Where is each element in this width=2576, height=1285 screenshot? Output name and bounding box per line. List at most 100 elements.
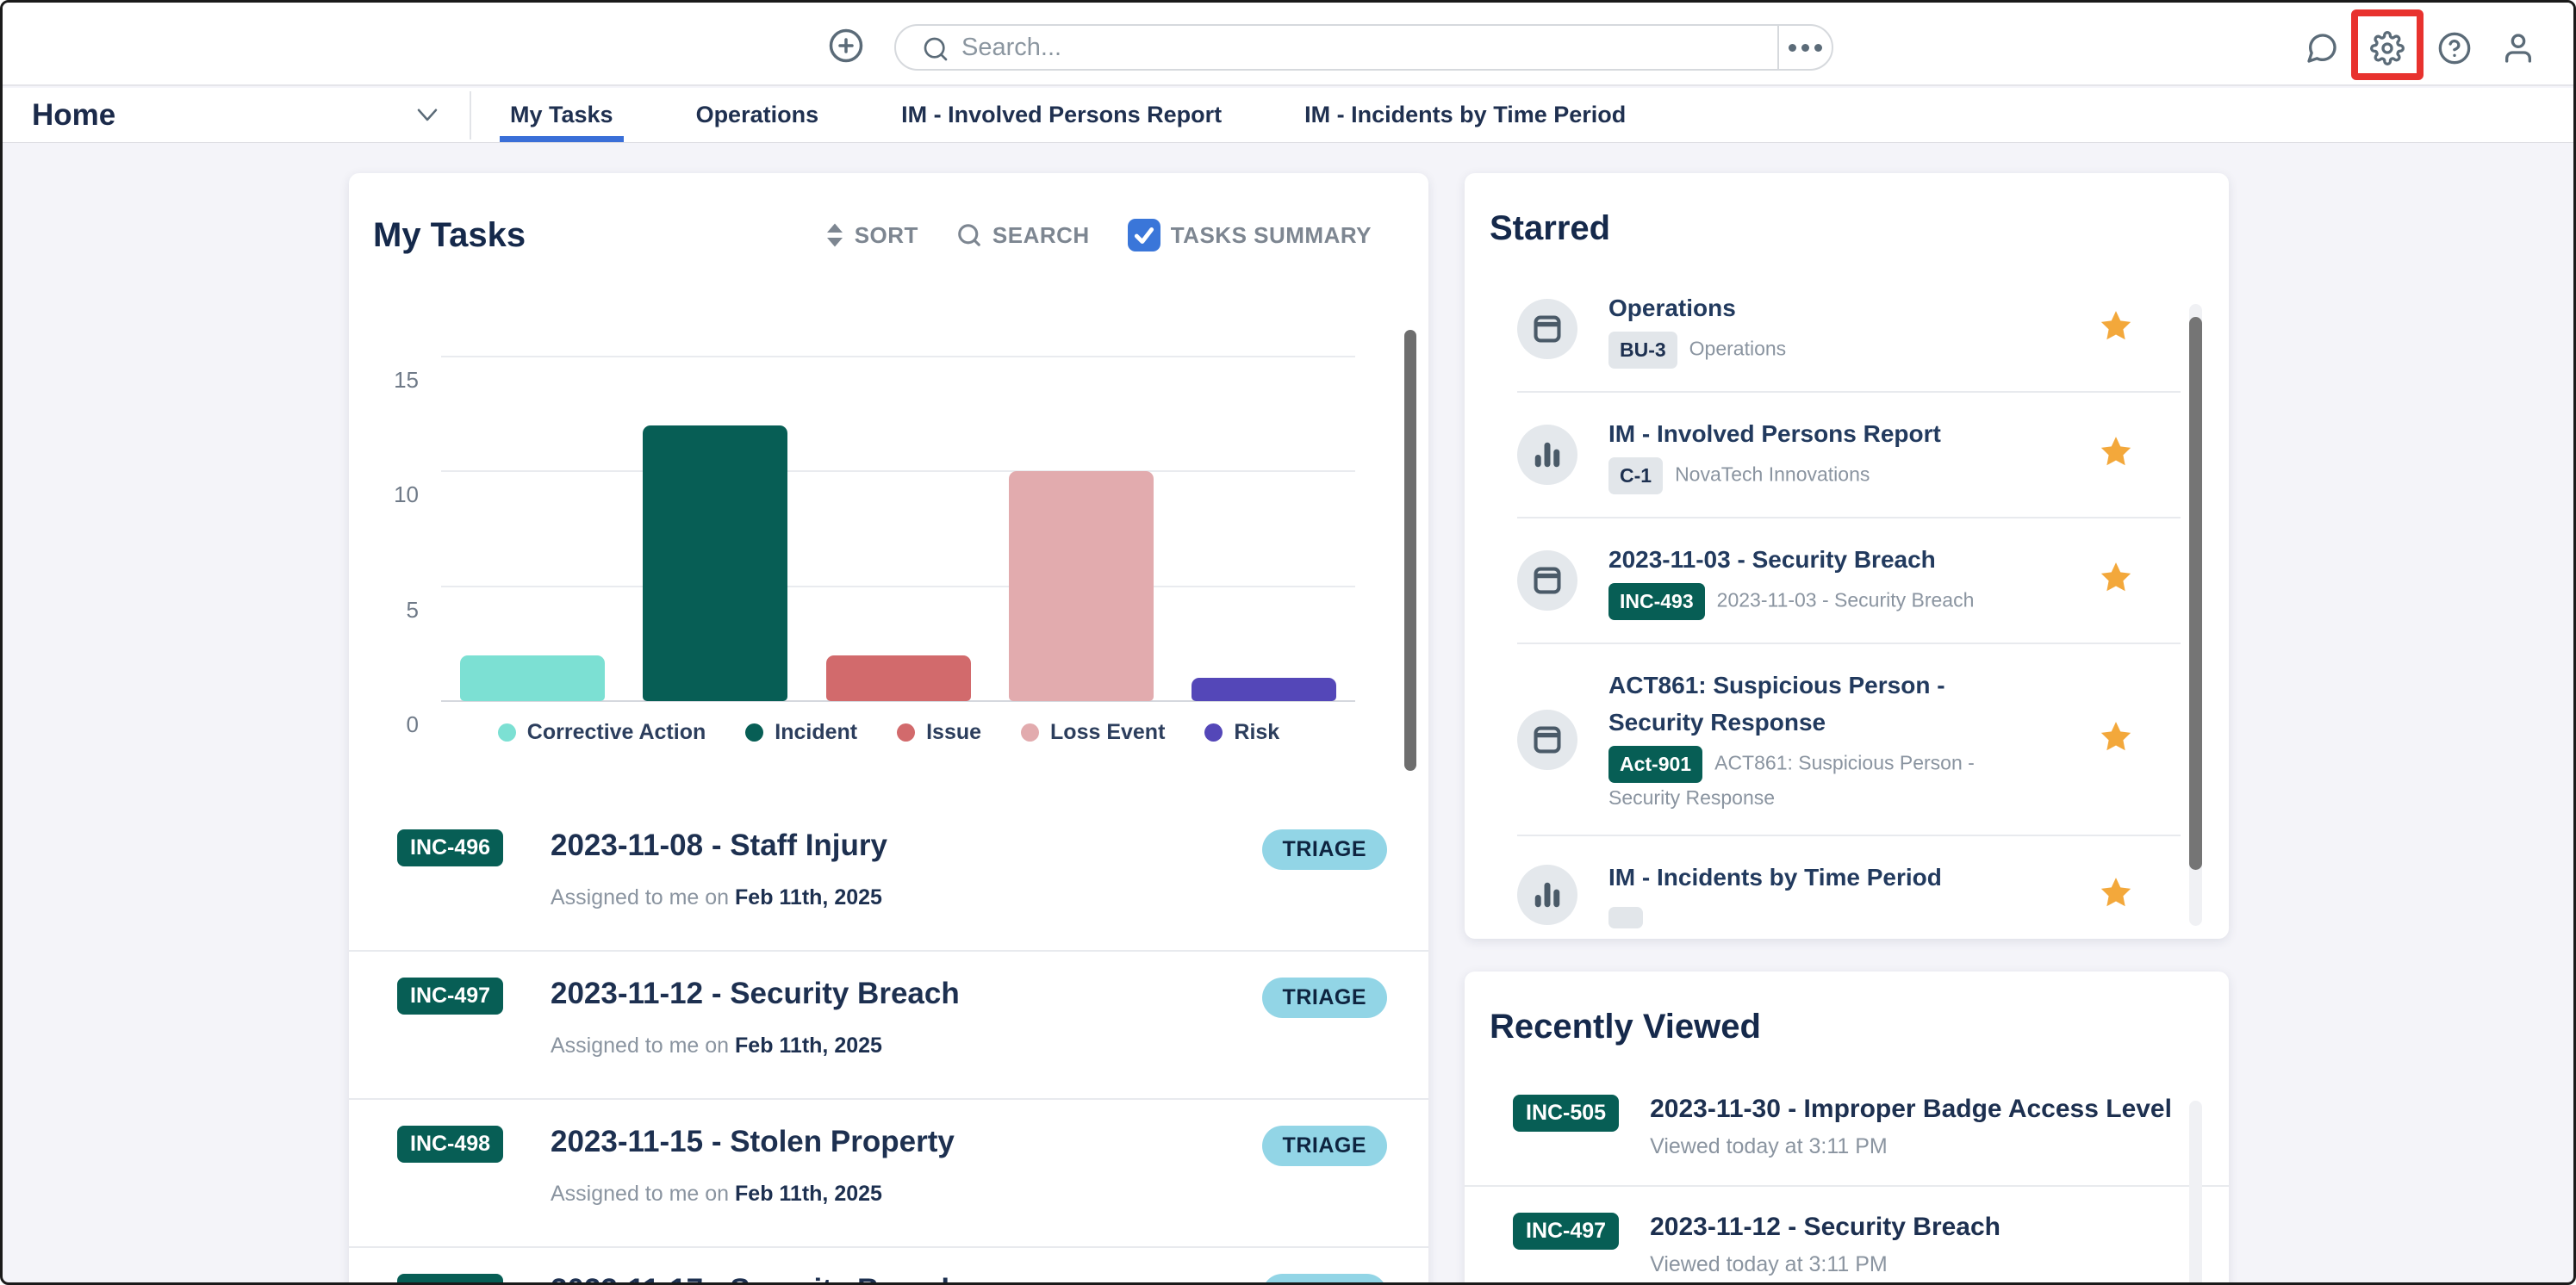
unstar-button[interactable]: [2098, 719, 2134, 760]
chevron-down-icon[interactable]: [414, 107, 440, 124]
starred-item-1[interactable]: IM - Involved Persons Report C-1 NovaTech …: [1517, 393, 2181, 518]
task-row-inc-496[interactable]: INC-496 2023-11-08 - Staff Injury Assigned…: [349, 804, 1428, 952]
unstar-button[interactable]: [2098, 560, 2134, 600]
recent-title[interactable]: 2023-11-12 - Security Breach: [1650, 1213, 2000, 1241]
tasks-summary-toggle[interactable]: TASKS SUMMARY: [1127, 219, 1372, 251]
y-axis-tick: 15: [394, 367, 419, 393]
legend-label: Loss Event: [1050, 720, 1166, 744]
item-avatar: [1517, 298, 1577, 359]
task-assigned-text: Assigned to me on Feb 11th, 2025: [551, 1181, 882, 1206]
profile-button[interactable]: [2501, 31, 2536, 65]
item-avatar: [1517, 709, 1577, 770]
ellipsis-icon: [1789, 43, 1796, 52]
task-row-inc-498[interactable]: INC-498 2023-11-15 - Stolen Property Assig…: [349, 1100, 1428, 1248]
table-icon: [1534, 726, 1561, 754]
recent-item-inc-505[interactable]: INC-505 2023-11-30 - Improper Badge Acces…: [1465, 1069, 2229, 1187]
tasks-summary-chart: 15 10 5 0 Corrective Action Incident Issue Los…: [349, 285, 1428, 793]
search-tasks-button[interactable]: SEARCH: [956, 222, 1090, 249]
item-subtitle: INC-493 2023-11-03 - Security Breach: [1608, 583, 1974, 620]
legend-item-issue[interactable]: Issue: [897, 720, 981, 745]
item-subtitle: BU-3 Operations: [1608, 332, 1786, 369]
create-button[interactable]: [828, 28, 864, 64]
legend-item-risk[interactable]: Risk: [1204, 720, 1279, 745]
gridline-y15: 15: [394, 356, 1355, 393]
chart-legend: Corrective Action Incident Issue Loss Event…: [349, 720, 1428, 745]
starred-item-0[interactable]: Operations BU-3 Operations: [1517, 267, 2181, 393]
home-label: Home: [32, 97, 116, 132]
item-subtitle: Act-901 ACT861: Suspicious Person - Secur…: [1608, 746, 2039, 812]
sort-button[interactable]: SORT: [825, 222, 918, 249]
legend-label: Corrective Action: [526, 720, 706, 744]
legend-item-loss-event[interactable]: Loss Event: [1021, 720, 1165, 745]
bar-issue[interactable]: [825, 655, 971, 701]
chart-scrollbar-thumb[interactable]: [1404, 330, 1416, 771]
global-search: [894, 24, 1833, 71]
plus-circle-icon: [829, 28, 863, 63]
starred-scrollbar-thumb[interactable]: [2189, 317, 2202, 870]
legend-item-incident[interactable]: Incident: [745, 720, 857, 745]
starred-item-2[interactable]: 2023-11-03 - Security Breach INC-493 2023-…: [1517, 518, 2181, 644]
task-assigned-text: Assigned to me on Feb 11th, 2025: [551, 1033, 882, 1058]
recent-scrollbar-track[interactable]: [2189, 1101, 2202, 1282]
star-icon: [2100, 722, 2131, 751]
task-assigned-date: Feb 11th, 2025: [735, 885, 882, 909]
recent-id-badge: INC-497: [1513, 1213, 1620, 1250]
item-avatar: [1517, 549, 1577, 611]
item-title[interactable]: Operations: [1608, 295, 1736, 321]
task-row-inc-499[interactable]: INC-4992023-11-17 - Security BreachAssig…: [349, 1248, 1428, 1282]
search-icon: [924, 37, 948, 61]
item-title[interactable]: IM - Incidents by Time Period: [1608, 864, 1942, 891]
item-title[interactable]: ACT861: Suspicious Person - Security Res…: [1608, 671, 1945, 736]
bar-incident[interactable]: [643, 425, 788, 701]
y-axis-tick: 0: [406, 711, 419, 737]
starred-item-3[interactable]: ACT861: Suspicious Person - Security Res…: [1517, 644, 2181, 837]
tab-strip: My Tasks Operations IM - Involved Person…: [500, 88, 1636, 142]
unstar-button[interactable]: [2098, 434, 2134, 475]
recent-title[interactable]: 2023-11-30 - Improper Badge Access Level: [1650, 1095, 2172, 1123]
item-title[interactable]: IM - Involved Persons Report: [1608, 419, 1941, 447]
task-id-badge: INC-496: [397, 829, 504, 866]
bar-loss-event[interactable]: [1008, 471, 1154, 701]
status-badge: TRIAGE: [1261, 829, 1387, 870]
task-title[interactable]: 2023-11-08 - Staff Injury: [551, 829, 887, 862]
starred-item-4[interactable]: IM - Incidents by Time Period: [1517, 836, 2181, 939]
task-title[interactable]: 2023-11-12 - Security Breach: [551, 977, 960, 1010]
task-assigned-date: Feb 11th, 2025: [735, 1181, 882, 1206]
settings-highlight-annotation: [2351, 9, 2424, 80]
status-badge: TRIAGE: [1261, 978, 1387, 1018]
starred-panel: Starred Operations BU-3 Operations IM - Inv…: [1465, 173, 2229, 939]
task-title[interactable]: 2023-11-17 - Security Breach: [551, 1273, 1262, 1282]
item-badge: INC-493: [1608, 583, 1705, 620]
status-badge: TRIAGE: [1261, 1126, 1387, 1166]
recently-viewed-panel: Recently Viewed INC-505 2023-11-30 - Impr…: [1465, 972, 2229, 1282]
column-chart-icon: [1534, 883, 1560, 908]
task-row-inc-497[interactable]: INC-497 2023-11-12 - Security Breach Assig…: [349, 952, 1428, 1100]
unstar-button[interactable]: [2098, 308, 2134, 349]
tasks-summary-checkbox[interactable]: [1127, 219, 1160, 251]
search-input[interactable]: [960, 28, 1761, 66]
settings-button[interactable]: [2370, 31, 2405, 66]
gridline-y0: 0: [407, 700, 1355, 737]
item-badge: [1608, 907, 1643, 929]
tab-im-incidents-by-time-period[interactable]: IM - Incidents by Time Period: [1304, 102, 1627, 127]
star-icon: [2100, 878, 2131, 907]
gear-icon: [2370, 31, 2405, 66]
legend-item-corrective-action[interactable]: Corrective Action: [497, 720, 706, 745]
star-icon: [2100, 437, 2131, 466]
unstar-button[interactable]: [2098, 875, 2134, 916]
task-id-badge: INC-498: [397, 1126, 504, 1163]
tab-operations[interactable]: Operations: [695, 102, 819, 127]
item-avatar: [1517, 865, 1577, 926]
bar-risk[interactable]: [1191, 678, 1336, 701]
task-title[interactable]: 2023-11-15 - Stolen Property: [551, 1125, 955, 1158]
item-title[interactable]: 2023-11-03 - Security Breach: [1608, 545, 1936, 573]
recent-id-badge: INC-505: [1513, 1095, 1620, 1132]
recent-item-inc-497[interactable]: INC-497 2023-11-12 - Security Breach Viewe…: [1465, 1187, 2229, 1282]
bar-corrective-action[interactable]: [460, 655, 606, 701]
chat-button[interactable]: [2305, 31, 2339, 65]
search-options-button[interactable]: [1779, 26, 1832, 69]
tab-im-involved-persons-report[interactable]: IM - Involved Persons Report: [901, 102, 1223, 127]
home-dropdown[interactable]: Home: [32, 88, 115, 142]
tab-my-tasks[interactable]: My Tasks: [500, 88, 624, 142]
help-button[interactable]: [2437, 31, 2472, 65]
